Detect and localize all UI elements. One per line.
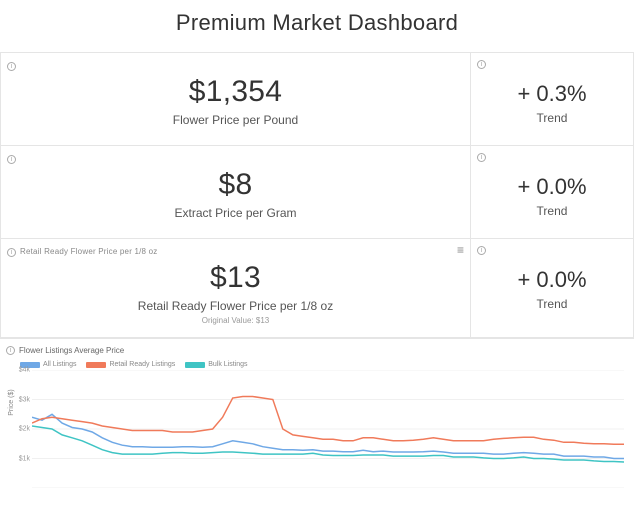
- y-tick-label: $1k: [19, 455, 30, 462]
- metric-row: i $1,354 Flower Price per Pound i + 0.3%…: [0, 52, 634, 145]
- metric-row: iRetail Ready Flower Price per 1/8 oz ≡ …: [0, 238, 634, 338]
- y-tick-label: $3k: [19, 396, 30, 403]
- page-title: Premium Market Dashboard: [0, 0, 634, 52]
- metric-card: i $1,354 Flower Price per Pound: [0, 53, 470, 145]
- legend-item[interactable]: Bulk Listings: [185, 361, 247, 368]
- metric-rows: i $1,354 Flower Price per Pound i + 0.3%…: [0, 52, 634, 338]
- metric-value: $8: [11, 168, 460, 202]
- trend-value: + 0.3%: [481, 81, 623, 107]
- trend-value: + 0.0%: [481, 174, 623, 200]
- legend-swatch: [185, 362, 205, 368]
- chart-panel: i Flower Listings Average Price All List…: [0, 338, 634, 488]
- trend-label: Trend: [481, 111, 623, 125]
- metric-row: i $8 Extract Price per Gram i + 0.0% Tre…: [0, 145, 634, 238]
- info-icon[interactable]: i: [7, 248, 16, 257]
- chart-legend: All Listings Retail Ready Listings Bulk Li…: [20, 361, 628, 368]
- legend-label: Bulk Listings: [208, 361, 247, 368]
- metric-card: iRetail Ready Flower Price per 1/8 oz ≡ …: [0, 239, 470, 337]
- trend-label: Trend: [481, 297, 623, 311]
- legend-label: Retail Ready Listings: [109, 361, 175, 368]
- metric-value: $1,354: [11, 75, 460, 109]
- info-icon[interactable]: i: [7, 155, 16, 164]
- info-icon[interactable]: i: [6, 346, 15, 355]
- trend-card: i + 0.3% Trend: [470, 53, 634, 145]
- metric-value: $13: [11, 261, 460, 295]
- trend-card: i + 0.0% Trend: [470, 146, 634, 238]
- card-header-label: Retail Ready Flower Price per 1/8 oz: [20, 247, 157, 256]
- info-icon[interactable]: i: [477, 60, 486, 69]
- trend-card: i + 0.0% Trend: [470, 239, 634, 337]
- y-tick-label: $4k: [19, 367, 30, 374]
- trend-label: Trend: [481, 204, 623, 218]
- y-ticks: $1k $2k $3k $4k: [12, 370, 30, 488]
- legend-item[interactable]: Retail Ready Listings: [86, 361, 175, 368]
- dashboard: Premium Market Dashboard i $1,354 Flower…: [0, 0, 634, 488]
- metric-label: Extract Price per Gram: [11, 206, 460, 220]
- metric-label: Flower Price per Pound: [11, 113, 460, 127]
- chart-svg: [32, 370, 624, 488]
- metric-card: i $8 Extract Price per Gram: [0, 146, 470, 238]
- chart-area: Price ($) $1k$2k$3k$4k: [32, 370, 624, 488]
- legend-swatch: [86, 362, 106, 368]
- info-icon[interactable]: i: [477, 246, 486, 255]
- chart-series-line: [32, 414, 624, 458]
- metric-label: Retail Ready Flower Price per 1/8 oz: [11, 299, 460, 313]
- info-icon[interactable]: i: [7, 62, 16, 71]
- menu-icon[interactable]: ≡: [457, 244, 464, 256]
- chart-series-line: [32, 397, 624, 445]
- info-icon[interactable]: i: [477, 153, 486, 162]
- chart-title: Flower Listings Average Price: [19, 346, 124, 355]
- y-tick-label: $2k: [19, 426, 30, 433]
- legend-label: All Listings: [43, 361, 76, 368]
- metric-original: Original Value: $13: [11, 316, 460, 325]
- trend-value: + 0.0%: [481, 267, 623, 293]
